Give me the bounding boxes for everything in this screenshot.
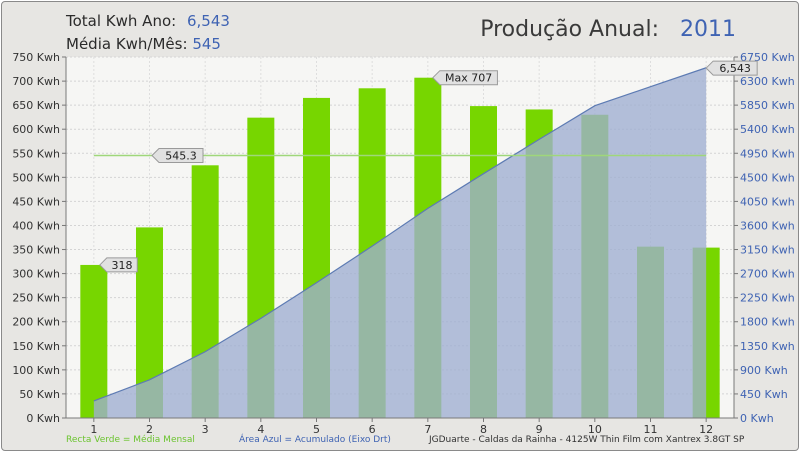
y-tick-label-left: 700 Kwh (12, 75, 60, 88)
y-tick-label-left: 750 Kwh (12, 51, 60, 64)
total-kwh-row: Total Kwh Ano: 6,543 (66, 12, 230, 30)
credit-note: JGDuarte - Caldas da Rainha - 4125W Thin… (429, 435, 745, 445)
bar (80, 264, 108, 418)
y-tick-label-right: 3600 Kwh (740, 219, 795, 232)
callout-average-box (151, 148, 204, 164)
media-kwh-row: Média Kwh/Mês: 545 (66, 35, 221, 53)
callout-max: Max 707 (432, 70, 498, 86)
total-kwh-label: Total Kwh Ano: (66, 12, 177, 30)
y-tick-label-right: 3150 Kwh (740, 244, 795, 257)
y-tick-label-left: 50 Kwh (19, 388, 60, 401)
y-tick-label-left: 0 Kwh (26, 412, 60, 425)
total-kwh-value: 6,543 (186, 12, 230, 30)
y-tick-label-left: 650 Kwh (12, 99, 60, 112)
y-tick-label-left: 550 Kwh (12, 147, 60, 160)
chart-title: Produção Anual: 2011 (480, 17, 736, 42)
y-tick-label-left: 400 Kwh (12, 219, 60, 232)
media-kwh-value: 545 (192, 35, 221, 53)
x-tick-label: 6 (369, 423, 376, 436)
x-tick-label: 8 (480, 423, 487, 436)
y-tick-label-right: 4950 Kwh (740, 147, 795, 160)
y-tick-label-right: 2700 Kwh (740, 268, 795, 281)
callout-average-text: 545.3 (165, 150, 197, 163)
x-tick-label: 7 (424, 423, 431, 436)
x-tick-label: 1 (90, 423, 97, 436)
y-tick-label-right: 4050 Kwh (740, 195, 795, 208)
callout-max-text: Max 707 (445, 72, 492, 85)
callout-total-text: 6,543 (719, 62, 751, 75)
y-tick-label-right: 1350 Kwh (740, 340, 795, 353)
y-tick-label-right: 2250 Kwh (740, 292, 795, 305)
y-tick-label-left: 450 Kwh (12, 195, 60, 208)
x-tick-label: 4 (257, 423, 264, 436)
x-tick-label: 5 (313, 423, 320, 436)
callout-average: 545.3 (151, 148, 204, 164)
y-tick-label-left: 150 Kwh (12, 340, 60, 353)
callout-total-box (705, 60, 758, 76)
y-tick-label-right: 1800 Kwh (740, 316, 795, 329)
y-tick-label-right: 450 Kwh (740, 388, 788, 401)
blue-area-note: Área Azul = Acumulado (Eixo Drt) (239, 435, 391, 445)
y-tick-label-right: 6300 Kwh (740, 75, 795, 88)
media-kwh-label: Média Kwh/Mês: (66, 35, 188, 53)
x-tick-label: 3 (202, 423, 209, 436)
chart-title-year: 2011 (680, 17, 736, 42)
green-line-note: Recta Verde = Média Mensal (66, 435, 195, 445)
x-tick-label: 9 (536, 423, 543, 436)
callout-max-box (432, 70, 498, 86)
y-tick-label-right: 5400 Kwh (740, 123, 795, 136)
y-tick-label-right: 4500 Kwh (740, 171, 795, 184)
callout-first-box (99, 257, 138, 273)
callout-first-text: 318 (112, 259, 133, 272)
x-tick-label: 2 (146, 423, 153, 436)
x-tick-label: 10 (588, 423, 602, 436)
y-tick-label-right: 0 Kwh (740, 412, 774, 425)
callout-total: 6,543 (705, 60, 758, 76)
chart-title-text: Produção Anual: (480, 17, 659, 42)
y-tick-label-left: 100 Kwh (12, 364, 60, 377)
y-tick-label-left: 350 Kwh (12, 244, 60, 257)
y-tick-label-left: 250 Kwh (12, 292, 60, 305)
x-tick-label: 11 (644, 423, 658, 436)
x-tick-label: 12 (699, 423, 713, 436)
y-tick-label-left: 600 Kwh (12, 123, 60, 136)
cumulative-line (93, 67, 707, 402)
y-tick-label-right: 5850 Kwh (740, 99, 795, 112)
callout-first: 318 (99, 257, 138, 273)
y-tick-label-left: 200 Kwh (12, 316, 60, 329)
y-tick-label-right: 900 Kwh (740, 364, 788, 377)
y-tick-label-left: 300 Kwh (12, 268, 60, 281)
y-tick-label-left: 500 Kwh (12, 171, 60, 184)
